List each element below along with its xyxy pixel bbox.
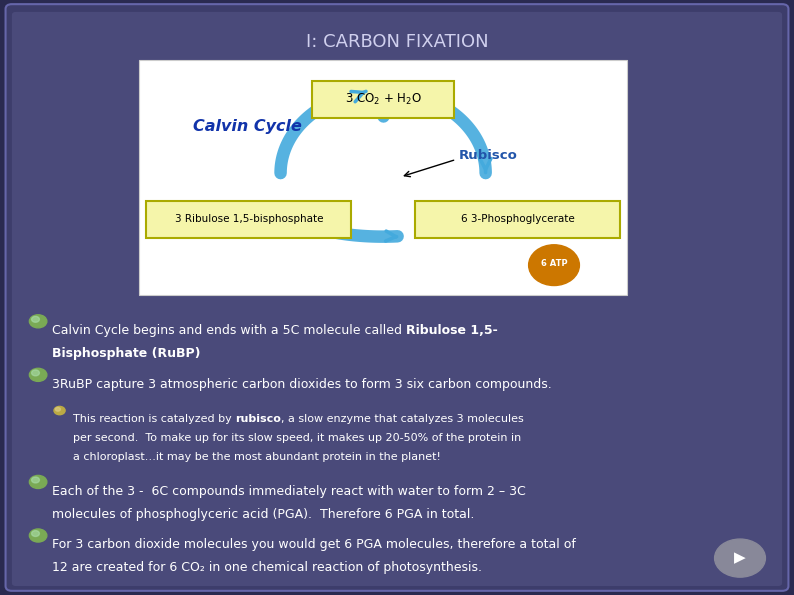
Circle shape [29,529,47,542]
FancyBboxPatch shape [414,201,620,238]
Circle shape [529,245,580,286]
Circle shape [29,315,47,328]
FancyBboxPatch shape [6,4,788,591]
Text: 6 3-Phosphoglycerate: 6 3-Phosphoglycerate [461,214,574,224]
FancyBboxPatch shape [312,81,454,118]
Text: 3 CO$_2$ + H$_2$O: 3 CO$_2$ + H$_2$O [345,92,422,107]
Circle shape [32,531,40,537]
Text: Ribulose 1,5-: Ribulose 1,5- [406,324,497,337]
Text: For 3 carbon dioxide molecules you would get 6 PGA molecules, therefore a total : For 3 carbon dioxide molecules you would… [52,538,576,552]
Circle shape [56,408,60,411]
Text: Bisphosphate (RuBP): Bisphosphate (RuBP) [52,347,200,360]
Text: This reaction is catalyzed by: This reaction is catalyzed by [73,414,235,424]
Text: per second.  To make up for its slow speed, it makes up 20-50% of the protein in: per second. To make up for its slow spee… [73,433,522,443]
Text: molecules of phosphoglyceric acid (PGA).  Therefore 6 PGA in total.: molecules of phosphoglyceric acid (PGA).… [52,508,474,521]
Text: 6 ATP: 6 ATP [541,259,568,268]
Text: I: CARBON FIXATION: I: CARBON FIXATION [306,33,488,51]
Circle shape [29,475,47,488]
FancyBboxPatch shape [12,12,782,586]
Circle shape [32,477,40,483]
Text: ▶: ▶ [734,550,746,566]
Circle shape [32,370,40,376]
Text: Calvin Cycle: Calvin Cycle [193,118,302,134]
Circle shape [32,317,40,322]
Text: rubisco: rubisco [235,414,281,424]
Circle shape [715,539,765,577]
FancyBboxPatch shape [146,201,352,238]
Circle shape [29,368,47,381]
FancyBboxPatch shape [139,60,627,295]
Text: 12 are created for 6 CO₂ in one chemical reaction of photosynthesis.: 12 are created for 6 CO₂ in one chemical… [52,561,482,574]
Text: Calvin Cycle begins and ends with a 5C molecule called: Calvin Cycle begins and ends with a 5C m… [52,324,406,337]
Circle shape [54,406,65,415]
Text: Each of the 3 -  6C compounds immediately react with water to form 2 – 3C: Each of the 3 - 6C compounds immediately… [52,485,526,498]
Text: 3RuBP capture 3 atmospheric carbon dioxides to form 3 six carbon compounds.: 3RuBP capture 3 atmospheric carbon dioxi… [52,378,551,391]
Text: Rubisco: Rubisco [459,149,518,162]
Text: 3 Ribulose 1,5-bisphosphate: 3 Ribulose 1,5-bisphosphate [175,214,323,224]
Text: , a slow enzyme that catalyzes 3 molecules: , a slow enzyme that catalyzes 3 molecul… [281,414,524,424]
Text: a chloroplast…it may be the most abundant protein in the planet!: a chloroplast…it may be the most abundan… [73,452,441,462]
